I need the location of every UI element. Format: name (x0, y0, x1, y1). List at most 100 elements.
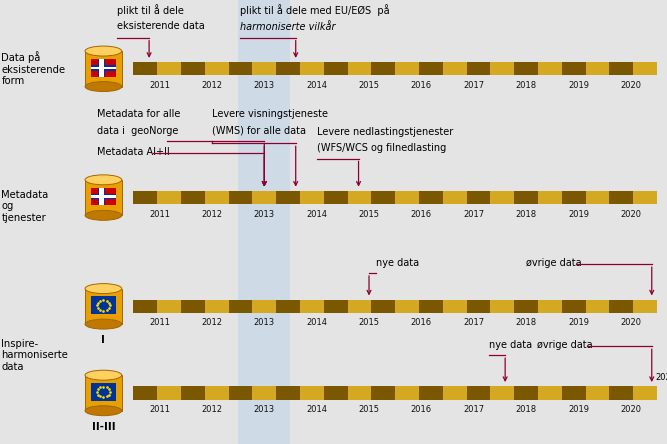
Bar (395, 62, 419, 75)
Bar (419, 62, 443, 75)
Bar (300, 191, 323, 204)
Text: 2015: 2015 (359, 405, 380, 414)
Bar (91, 188, 116, 206)
Bar (91, 383, 116, 401)
Ellipse shape (85, 175, 121, 185)
Bar (372, 300, 395, 313)
Bar (538, 300, 562, 313)
Bar (229, 191, 252, 204)
Bar (586, 386, 610, 400)
Text: 2017: 2017 (463, 81, 484, 90)
Text: 2012: 2012 (201, 405, 222, 414)
Text: data i  geoNorge: data i geoNorge (97, 126, 178, 136)
Bar (610, 386, 633, 400)
Bar (490, 62, 514, 75)
Bar (443, 300, 467, 313)
Bar (610, 62, 633, 75)
Text: 2011: 2011 (149, 318, 170, 327)
Bar (181, 386, 205, 400)
Text: plikt til å dele: plikt til å dele (117, 4, 183, 16)
Bar (252, 191, 276, 204)
Bar (181, 300, 205, 313)
Text: 2019: 2019 (568, 405, 589, 414)
Text: 2018: 2018 (516, 81, 537, 90)
Text: 2016: 2016 (411, 318, 432, 327)
Bar (205, 191, 229, 204)
Bar (133, 300, 157, 313)
Bar (490, 300, 514, 313)
Ellipse shape (85, 406, 121, 416)
Bar (586, 300, 610, 313)
Bar (323, 300, 348, 313)
Bar (99, 59, 104, 77)
Text: 2013: 2013 (253, 210, 275, 218)
Text: 2019: 2019 (568, 318, 589, 327)
Bar (467, 300, 490, 313)
Ellipse shape (85, 319, 121, 329)
Bar (562, 386, 586, 400)
Bar (91, 65, 116, 71)
Bar (467, 62, 490, 75)
Bar (323, 62, 348, 75)
Bar (229, 386, 252, 400)
Text: Levere visningstjeneste: Levere visningstjeneste (212, 109, 328, 119)
Text: 2011: 2011 (149, 210, 170, 218)
Bar (276, 386, 300, 400)
Bar (490, 386, 514, 400)
Bar (633, 386, 657, 400)
Bar (633, 191, 657, 204)
Bar (181, 62, 205, 75)
Ellipse shape (85, 46, 121, 56)
Bar (586, 62, 610, 75)
Bar (323, 386, 348, 400)
Text: (WMS) for alle data: (WMS) for alle data (212, 126, 306, 136)
Text: 2019: 2019 (568, 210, 589, 218)
Bar (443, 191, 467, 204)
Text: Metadata AI+II: Metadata AI+II (97, 147, 169, 157)
Bar (467, 386, 490, 400)
Bar (157, 62, 181, 75)
Bar (276, 300, 300, 313)
Bar (323, 191, 348, 204)
Text: 2018: 2018 (516, 210, 537, 218)
Bar (97, 188, 105, 206)
Bar (348, 191, 372, 204)
Bar (91, 194, 116, 199)
Text: 2016: 2016 (411, 210, 432, 218)
Bar (157, 386, 181, 400)
Text: 2014: 2014 (306, 405, 327, 414)
Text: 2014: 2014 (306, 81, 327, 90)
Text: 2018: 2018 (516, 405, 537, 414)
Text: 2015: 2015 (359, 81, 380, 90)
Text: Data på
eksisterende
form: Data på eksisterende form (1, 51, 65, 87)
Text: 2016: 2016 (411, 81, 432, 90)
Bar (276, 62, 300, 75)
Text: 2011: 2011 (149, 405, 170, 414)
Bar (443, 386, 467, 400)
Bar (205, 386, 229, 400)
Bar (490, 191, 514, 204)
Text: nye data: nye data (376, 258, 419, 268)
Text: 2020: 2020 (620, 81, 641, 90)
Text: 2013: 2013 (253, 81, 275, 90)
Bar (205, 62, 229, 75)
Bar (276, 191, 300, 204)
Text: Metadata
og
tjenester: Metadata og tjenester (1, 190, 49, 223)
Bar (610, 191, 633, 204)
Text: 2020: 2020 (620, 210, 641, 218)
Bar (91, 59, 116, 77)
Bar (252, 300, 276, 313)
Text: 2020: 2020 (620, 318, 641, 327)
Bar (372, 386, 395, 400)
Bar (181, 191, 205, 204)
Bar (133, 62, 157, 75)
Bar (85, 180, 121, 215)
Bar (99, 188, 104, 206)
Text: 2012: 2012 (201, 318, 222, 327)
Bar (395, 386, 419, 400)
Text: Metadata for alle: Metadata for alle (97, 109, 180, 119)
Text: 2014: 2014 (306, 210, 327, 218)
Bar (97, 59, 105, 77)
Bar (348, 300, 372, 313)
Bar (562, 191, 586, 204)
